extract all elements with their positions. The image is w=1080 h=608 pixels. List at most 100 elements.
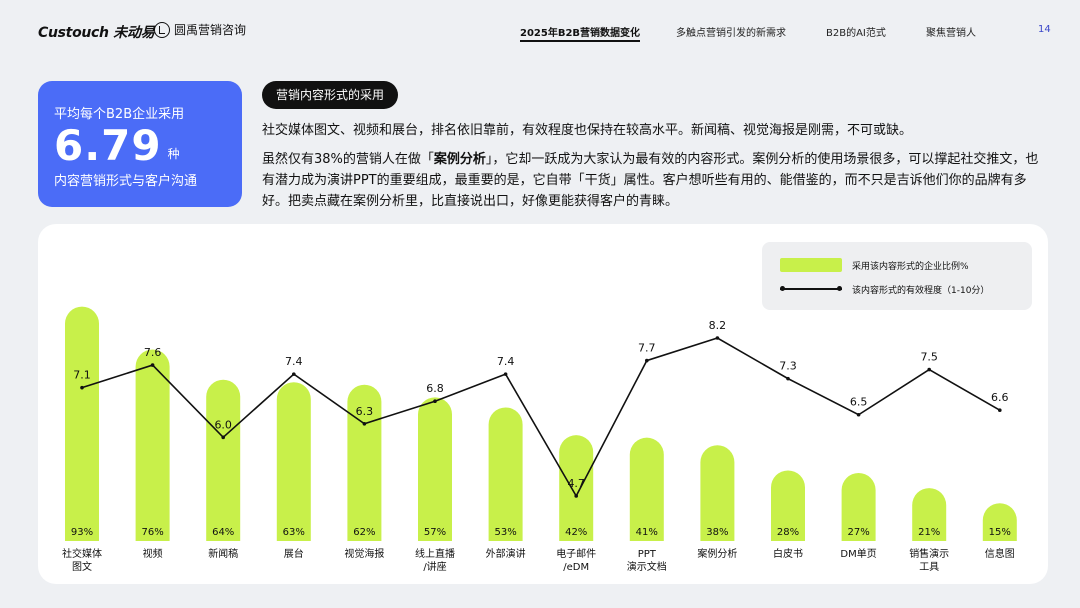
line-point-1 (150, 363, 155, 367)
line-point-9 (715, 336, 720, 340)
line-point-11 (856, 412, 861, 417)
bar-2 (206, 379, 241, 541)
legend-bar-label: 采用该内容形式的企业比例% (852, 261, 969, 272)
effectiveness-line (81, 337, 1001, 498)
nav-item-multi-touch[interactable]: 多触点营销引发的新需求 (676, 28, 786, 39)
paragraph-2-highlight: 案例分析 (433, 152, 486, 167)
line-point-5 (433, 399, 437, 403)
bar-value-label-11: 27% (847, 527, 869, 538)
nav-item-marketers[interactable]: 聚焦营销人 (926, 28, 976, 39)
bar-1 (135, 349, 170, 541)
category-label-7-line2: /eDM (563, 562, 589, 573)
nav-item-b2b-ai[interactable]: B2B的AI范式 (826, 28, 886, 39)
category-label-12-line2: 工具 (919, 561, 939, 573)
bar-value-label-13: 15% (989, 527, 1011, 538)
bar-3 (276, 382, 311, 541)
bar-series: 93% 76% 64% 63% 62% 57% 53% 42% 41% 38% 28% 27% 21% 1… (65, 306, 1017, 541)
category-label-1: 视频 (143, 547, 163, 560)
bar-0 (65, 306, 99, 541)
line-value-label-8: 7.7 (638, 342, 656, 355)
chart-panel: 93% 76% 64% 63% 62% 57% 53% 42% 41% 38% 28% 27% 21% 1… (38, 224, 1048, 584)
line-value-label-1: 7.6 (144, 346, 162, 359)
category-label-9: 案例分析 (697, 547, 737, 560)
nav-item-b2b-data-change[interactable]: 2025年B2B营销数据变化 (520, 24, 641, 42)
paragraph-2-post: 」，它却一跃成为大家认为最有效的内容形式。案例分析的使用场景很多，可以撑起社交推… (262, 152, 1039, 209)
bar-value-label-5: 57% (424, 527, 446, 538)
bar-value-label-3: 63% (283, 527, 305, 538)
bar-value-label-10: 28% (777, 527, 799, 538)
line-value-label-3: 7.4 (285, 355, 303, 368)
stat-card-line3: 内容营销形式与客户沟通 (54, 174, 198, 189)
bar-6 (488, 407, 523, 541)
line-value-label-6: 7.4 (497, 355, 514, 368)
bar-value-label-1: 76% (141, 527, 163, 538)
line-value-label-11: 6.5 (850, 396, 868, 409)
bar-7 (559, 435, 594, 541)
category-label-5-line2: /讲座 (423, 560, 446, 573)
bar-value-label-6: 53% (494, 527, 516, 538)
line-value-label-0: 7.1 (73, 369, 91, 382)
category-label-8: PPT (638, 549, 657, 560)
bar-value-label-8: 41% (636, 527, 658, 538)
chart-legend: 采用该内容形式的企业比例% 该内容形式的有效程度（1-10分） (762, 242, 1032, 310)
line-value-label-2: 6.0 (214, 418, 232, 431)
top-nav: 2025年B2B营销数据变化 多触点营销引发的新需求 B2B的AI范式 聚焦营销… (0, 24, 1080, 44)
bar-9 (700, 445, 735, 541)
stat-card-value: 6.79 (54, 121, 162, 170)
paragraph-2-pre: 虽然仅有38%的营销人在做「 (262, 152, 434, 167)
bar-12 (912, 488, 947, 541)
category-labels: 社交媒体图文 视频 新闻稿 展台 视觉海报 线上直播/讲座 外部演讲 电子邮件/eDM PPT演… (62, 547, 1015, 573)
yuanyu-logo: 圆禹营销咨询 (154, 21, 246, 38)
line-point-2 (221, 435, 225, 440)
line-value-label-13: 6.6 (991, 391, 1009, 404)
paragraph-2: 虽然仅有38%的营销人在做「案例分析」，它却一跃成为大家认为最有效的内容形式。案… (262, 149, 1042, 212)
bar-4 (347, 384, 382, 541)
line-point-3 (292, 372, 296, 376)
bar-8 (629, 437, 664, 541)
bar-13 (982, 503, 1017, 541)
line-point-10 (786, 376, 790, 381)
line-point-6 (503, 372, 508, 376)
legend-item-bar: 采用该内容形式的企业比例% (780, 258, 969, 272)
legend-item-line: 该内容形式的有效程度（1-10分） (780, 282, 989, 296)
category-label-3: 展台 (284, 547, 304, 560)
line-point-12 (927, 367, 931, 372)
line-point-4 (362, 421, 367, 426)
bar-11 (841, 472, 876, 541)
yuanyu-logo-icon (154, 21, 170, 38)
category-label-7: 电子邮件 (556, 547, 596, 560)
legend-line-label: 该内容形式的有效程度（1-10分） (852, 285, 990, 296)
header: Custouch 未动易 圆禹营销咨询 2025年B2B营销数据变化 多触点营销… (0, 0, 1080, 62)
paragraph-1: 社交媒体图文、视频和展台，排名依旧靠前，有效程度也保持在较高水平。新闻稿、视觉海… (262, 123, 913, 138)
category-label-8-line2: 演示文档 (627, 560, 667, 573)
bar-value-label-9: 38% (706, 527, 728, 538)
stat-card: 平均每个B2B企业采用 6.79 种 内容营销形式与客户沟通 (38, 81, 242, 207)
bar-5 (418, 397, 452, 541)
line-value-label-4: 6.3 (356, 405, 374, 418)
line-series: 7.1 7.6 6.0 7.4 6.3 6.8 7.4 4.7 7.7 8.2 7.3 6.5 7.5 6… (73, 319, 1009, 498)
line-value-label-12: 7.5 (920, 351, 938, 364)
combo-chart: 93% 76% 64% 63% 62% 57% 53% 42% 41% 38% 28% 27% 21% 1… (62, 306, 1017, 573)
category-label-2: 新闻稿 (208, 547, 238, 560)
category-label-13: 信息图 (985, 547, 1015, 560)
stat-card-line1: 平均每个B2B企业采用 (54, 107, 185, 122)
line-point-0 (80, 385, 84, 390)
section-tag: 营销内容形式的采用 (262, 81, 399, 109)
yuanyu-logo-text: 圆禹营销咨询 (174, 23, 247, 37)
bar-10 (771, 470, 805, 541)
category-label-4: 视觉海报 (344, 547, 384, 560)
category-label-12: 销售演示 (909, 547, 949, 560)
stat-card-unit: 种 (167, 147, 180, 161)
line-point-7 (574, 494, 578, 498)
category-label-5: 线上直播 (415, 547, 455, 560)
line-value-label-10: 7.3 (779, 360, 797, 373)
line-value-label-5: 6.8 (426, 382, 444, 395)
category-label-0-line2: 图文 (72, 560, 92, 573)
page-number: 14 (1038, 24, 1051, 35)
bar-value-label-12: 21% (918, 527, 940, 538)
line-point-13 (998, 408, 1002, 413)
custouch-logo: Custouch 未动易 (38, 25, 155, 41)
legend-bar-swatch (780, 258, 842, 272)
line-point-8 (645, 358, 649, 363)
category-label-11: DM单页 (840, 548, 876, 560)
